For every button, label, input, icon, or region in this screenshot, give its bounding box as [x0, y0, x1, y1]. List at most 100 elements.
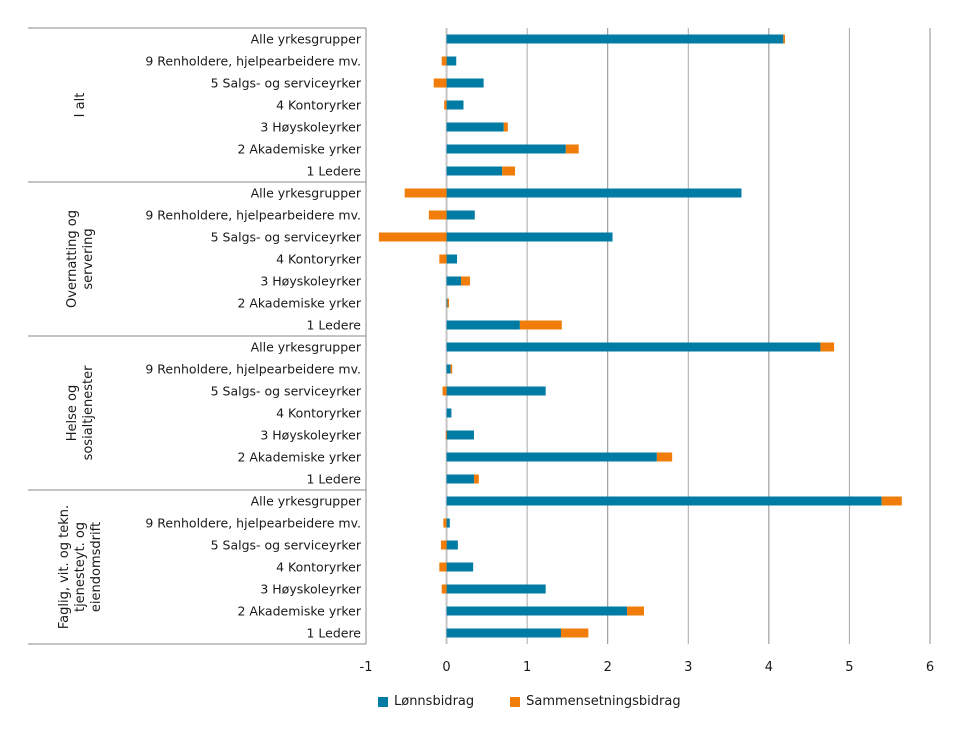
category-label: 4 Kontoryrker: [276, 560, 362, 575]
x-tick-label: 0: [442, 660, 450, 675]
bar-sammensetningsbidrag: [445, 430, 447, 440]
bar-sammensetningsbidrag: [881, 496, 902, 506]
bar-lonnsbidrag: [446, 78, 484, 88]
group-label-line: sosialtjenester: [81, 365, 96, 461]
legend-label-lonnsbidrag: Lønnsbidrag: [394, 694, 475, 709]
x-tick-label: 2: [604, 660, 612, 675]
bar-sammensetningsbidrag: [439, 254, 447, 264]
bar-sammensetningsbidrag: [565, 144, 579, 154]
bars: [378, 34, 902, 638]
group-label: Faglig, vit. og tekn.tjenesteyt. ogeiend…: [57, 505, 104, 629]
bar-sammensetningsbidrag: [440, 540, 447, 550]
category-label: 2 Akademiske yrker: [237, 296, 361, 311]
bar-sammensetningsbidrag: [450, 364, 453, 374]
category-label: 5 Salgs- og serviceyrker: [211, 538, 362, 553]
bar-sammensetningsbidrag: [461, 276, 470, 286]
category-label: 3 Høyskoleyrker: [260, 274, 362, 289]
bar-lonnsbidrag: [446, 386, 546, 396]
category-label: 1 Ledere: [306, 318, 361, 333]
bar-sammensetningsbidrag: [627, 606, 644, 616]
bar-sammensetningsbidrag: [433, 78, 447, 88]
group-label: Overnatting ogservering: [65, 210, 96, 308]
category-label: 5 Salgs- og serviceyrker: [211, 76, 362, 91]
bar-lonnsbidrag: [446, 474, 474, 484]
category-label: 3 Høyskoleyrker: [260, 428, 362, 443]
bar-lonnsbidrag: [446, 34, 784, 44]
category-label: 1 Ledere: [306, 626, 361, 641]
bar-sammensetningsbidrag: [519, 320, 562, 330]
bar-lonnsbidrag: [446, 276, 462, 286]
x-tick-label: 1: [523, 660, 531, 675]
group-label-line: Faglig, vit. og tekn.: [57, 505, 72, 629]
bar-lonnsbidrag: [446, 144, 566, 154]
bar-sammensetningsbidrag: [442, 386, 447, 396]
bar-lonnsbidrag: [446, 452, 657, 462]
bar-lonnsbidrag: [446, 298, 448, 308]
bar-lonnsbidrag: [446, 540, 458, 550]
category-label: 3 Høyskoleyrker: [260, 120, 362, 135]
bar-sammensetningsbidrag: [502, 166, 516, 176]
legend-swatch-lonnsbidrag: [378, 696, 388, 707]
legend-item-sammensetningsbidrag: Sammensetningsbidrag: [510, 694, 681, 709]
category-label: 2 Akademiske yrker: [237, 142, 361, 157]
group-label-line: Helse og: [65, 385, 80, 442]
bar-lonnsbidrag: [446, 518, 450, 528]
bar-sammensetningsbidrag: [439, 562, 447, 572]
bar-sammensetningsbidrag: [378, 232, 447, 242]
category-label: 9 Renholdere, hjelpearbeidere mv.: [145, 208, 361, 223]
bar-lonnsbidrag: [446, 188, 742, 198]
category-label: 3 Høyskoleyrker: [260, 582, 362, 597]
bar-lonnsbidrag: [446, 210, 475, 220]
gridlines: [445, 28, 931, 644]
bar-sammensetningsbidrag: [820, 342, 835, 352]
category-label: Alle yrkesgrupper: [251, 32, 362, 47]
bar-lonnsbidrag: [446, 122, 504, 132]
bar-sammensetningsbidrag: [503, 122, 508, 132]
bar-sammensetningsbidrag: [441, 584, 447, 594]
bar-lonnsbidrag: [446, 606, 628, 616]
legend: Lønnsbidrag Sammensetningsbidrag: [378, 694, 717, 709]
x-tick-label: 3: [684, 660, 692, 675]
bar-lonnsbidrag: [446, 364, 451, 374]
bar-lonnsbidrag: [446, 496, 882, 506]
bar-lonnsbidrag: [446, 166, 503, 176]
group-label-line: servering: [81, 228, 96, 289]
bar-lonnsbidrag: [446, 342, 821, 352]
category-label: 4 Kontoryrker: [276, 98, 362, 113]
group-label-line: I alt: [73, 93, 88, 118]
legend-label-sammensetningsbidrag: Sammensetningsbidrag: [526, 694, 681, 709]
x-tick-label: -1: [360, 660, 373, 675]
category-label: 4 Kontoryrker: [276, 406, 362, 421]
bar-sammensetningsbidrag: [443, 518, 447, 528]
category-panel: I alt Alle yrkesgrupper 9 Renholdere, hjel…: [28, 27, 367, 645]
category-label: 1 Ledere: [306, 472, 361, 487]
x-tick-label: 6: [926, 660, 934, 675]
group-label-line: Overnatting og: [65, 210, 80, 308]
category-label: Alle yrkesgrupper: [251, 494, 362, 509]
bar-lonnsbidrag: [446, 408, 452, 418]
bar-lonnsbidrag: [446, 232, 613, 242]
category-label: Alle yrkesgrupper: [251, 186, 362, 201]
bar-sammensetningsbidrag: [404, 188, 447, 198]
group-label-line: eiendomsdrift: [89, 522, 104, 612]
bar-lonnsbidrag: [446, 254, 458, 264]
x-tick-label: 4: [765, 660, 773, 675]
bar-sammensetningsbidrag: [783, 34, 785, 44]
category-label: 4 Kontoryrker: [276, 252, 362, 267]
category-label: 1 Ledere: [306, 164, 361, 179]
category-label: 9 Renholdere, hjelpearbeidere mv.: [145, 362, 361, 377]
bar-lonnsbidrag: [446, 562, 474, 572]
category-label: 9 Renholdere, hjelpearbeidere mv.: [145, 54, 361, 69]
bar-sammensetningsbidrag: [428, 210, 447, 220]
x-tick-label: 5: [845, 660, 853, 675]
group-label-line: tjenesteyt. og: [73, 522, 88, 612]
category-label: 2 Akademiske yrker: [237, 450, 361, 465]
category-label: Alle yrkesgrupper: [251, 340, 362, 355]
x-axis-ticks: -1 0 1 2 3 4 5 6: [360, 660, 935, 675]
category-label: 9 Renholdere, hjelpearbeidere mv.: [145, 516, 361, 531]
bar-lonnsbidrag: [446, 320, 520, 330]
group-label: I alt: [73, 93, 88, 118]
legend-swatch-sammensetningsbidrag: [510, 696, 521, 707]
bar-sammensetningsbidrag: [656, 452, 673, 462]
